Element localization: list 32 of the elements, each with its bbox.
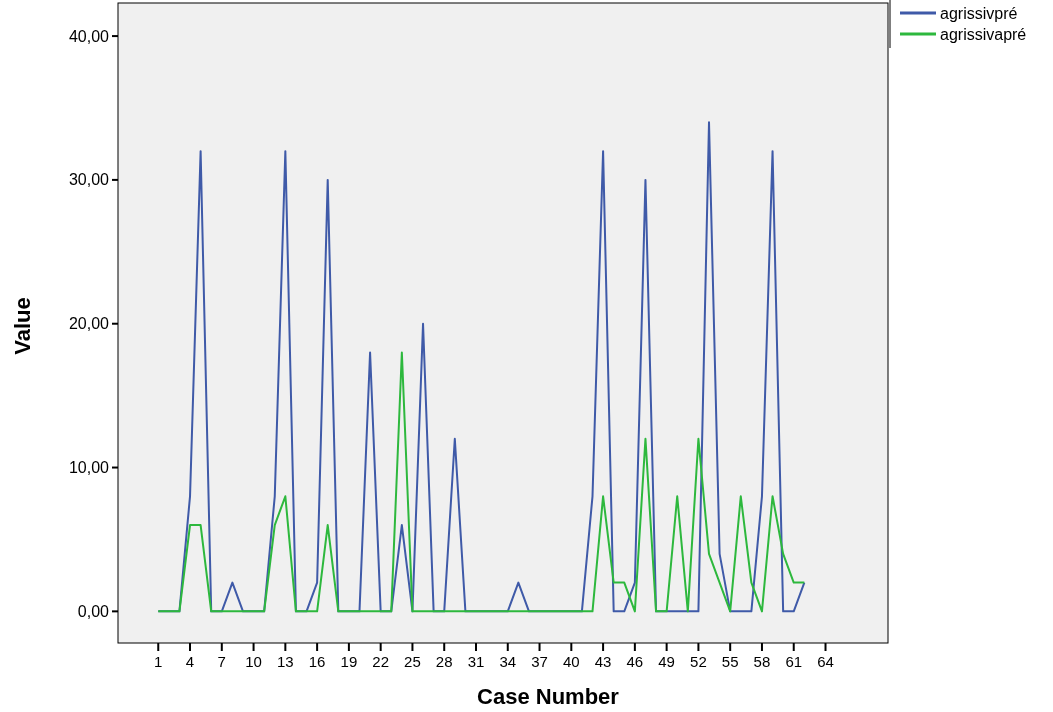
x-tick-label: 49 [658,653,675,670]
line-series [157,351,806,613]
x-tick-label: 28 [435,653,453,670]
x-tick-label: 46 [626,653,644,670]
y-tick-label: 30,00 [68,171,110,189]
x-tick-label: 4 [185,653,195,670]
y-tick-label: 20,00 [68,315,110,333]
x-tick-label: 55 [721,653,739,670]
x-tick-label: 7 [217,653,226,670]
x-tick-label: 22 [372,653,390,670]
x-tick-label: 52 [690,653,707,670]
x-tick-label: 16 [308,653,326,670]
x-tick-label: 31 [467,653,485,670]
x-tick-label: 34 [499,653,517,670]
y-tick-label: 0,00 [77,602,110,620]
x-axis-title: Case Number [477,684,620,709]
x-tick-label: 13 [277,653,294,670]
x-tick-label: 37 [531,653,548,670]
y-tick-label: 40,00 [68,27,110,45]
x-tick-label: 19 [340,653,358,670]
x-tick-label: 61 [785,653,803,670]
x-tick-label: 58 [753,653,771,670]
x-tick-label: 10 [245,653,262,670]
x-tick-label: 1 [154,653,163,670]
y-axis-title: Value [10,297,35,355]
x-tick-label: 43 [594,653,612,670]
x-tick-label: 40 [562,653,580,670]
legend-label: agrissivpré [940,4,1018,22]
y-tick-label: 10,00 [68,459,110,477]
x-tick-label: 25 [404,653,421,670]
legend-label: agrissivapré [940,25,1027,43]
x-tick-label: 64 [817,653,834,670]
